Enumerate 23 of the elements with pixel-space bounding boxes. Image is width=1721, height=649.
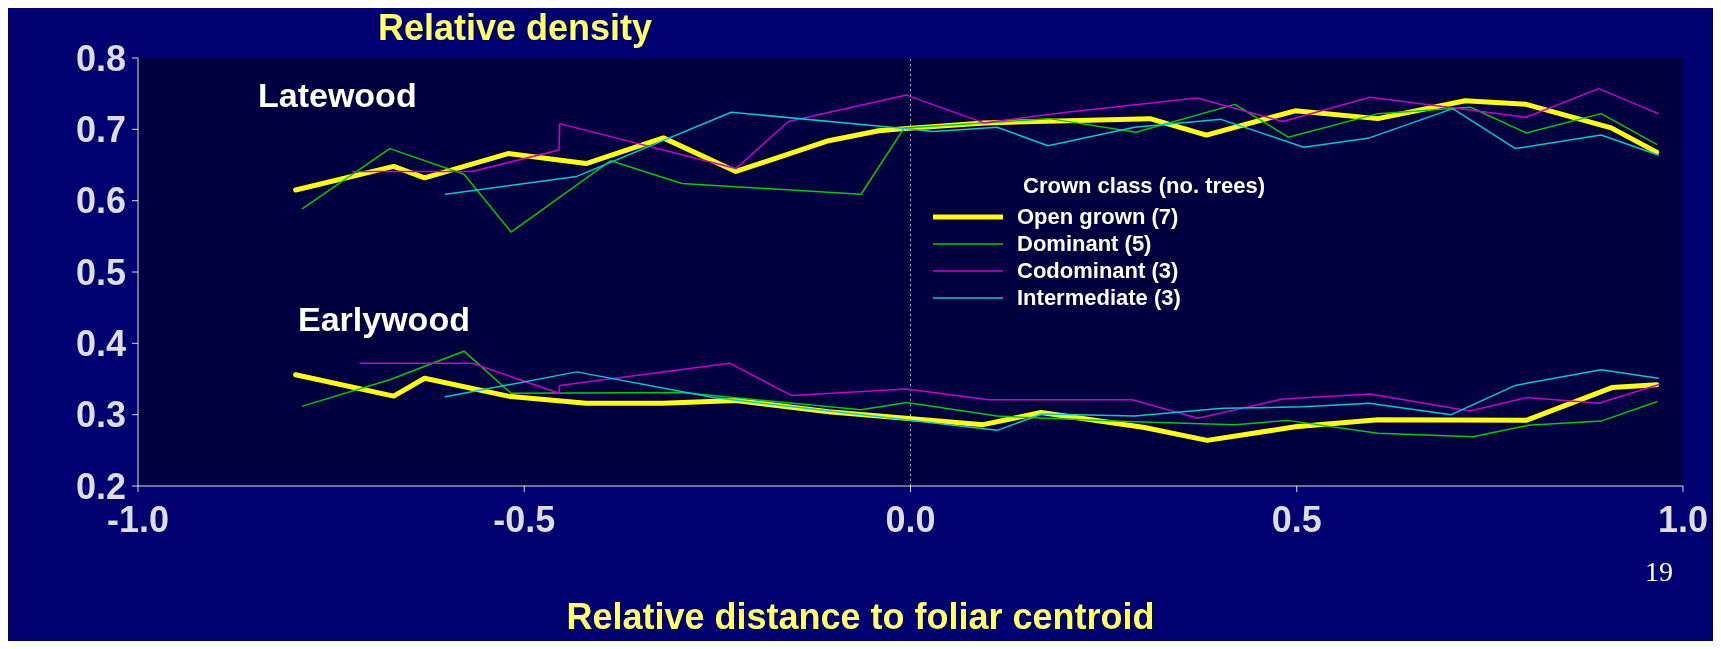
- x-axis-title: Relative distance to foliar centroid: [565, 596, 1156, 638]
- legend-label: Dominant (5): [1017, 230, 1152, 257]
- annotation: Earlywood: [298, 300, 470, 339]
- annotation: Latewood: [258, 76, 417, 115]
- legend-title: Crown class (no. trees): [1023, 173, 1266, 199]
- y-tick-label: 0.4: [75, 323, 126, 365]
- x-tick-label: 1.0: [1657, 498, 1709, 540]
- y-axis-title: Relative density: [378, 7, 653, 48]
- y-tick-label: 0.7: [75, 109, 126, 151]
- x-tick-label: -0.5: [493, 498, 556, 540]
- x-tick-label: 0.0: [885, 498, 936, 540]
- y-tick-label: 0.5: [75, 251, 126, 293]
- legend-label: Codominant (3): [1017, 257, 1179, 284]
- legend-label: Intermediate (3): [1017, 284, 1181, 311]
- x-tick-label: 0.5: [1271, 498, 1322, 540]
- y-tick-label: 0.6: [75, 180, 126, 222]
- legend-label: Open grown (7): [1017, 203, 1179, 230]
- y-tick-label: 0.8: [75, 37, 126, 79]
- line-series: [444, 368, 1660, 432]
- y-tick-label: 0.3: [75, 394, 126, 436]
- line-series: [301, 350, 1658, 438]
- line-series: [359, 362, 1660, 419]
- text: 19: [1645, 556, 1673, 588]
